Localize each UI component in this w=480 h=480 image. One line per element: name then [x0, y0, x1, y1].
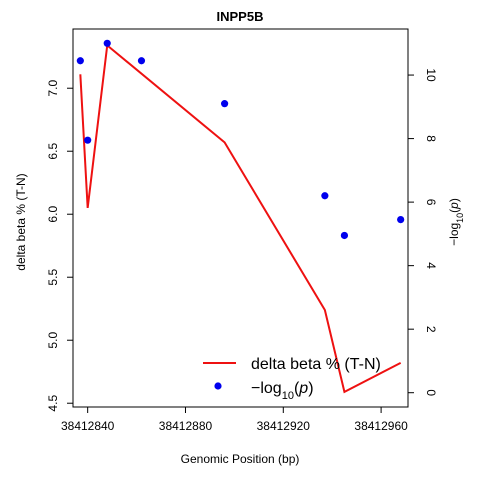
left-y-axis-title: delta beta % (T-N) — [14, 173, 28, 270]
pvalue-point — [103, 39, 111, 47]
left-y-axis-tick-label: 7.0 — [46, 80, 60, 97]
right-y-axis-tick-label: 2 — [424, 326, 438, 333]
right-y-axis-tick-label: 4 — [424, 262, 438, 269]
legend-point-swatch — [214, 382, 222, 390]
pvalue-point — [76, 57, 84, 65]
x-axis-tick-label: 38412920 — [257, 419, 311, 433]
legend-label-delta-beta: delta beta % (T-N) — [251, 356, 381, 373]
pvalue-point — [321, 192, 329, 200]
left-y-axis-tick-label: 6.5 — [46, 143, 60, 160]
left-y-axis-tick-label: 6.0 — [46, 206, 60, 223]
right-y-axis-tick-label: 10 — [424, 68, 438, 82]
pvalue-point — [340, 231, 349, 240]
right-y-axis-tick-label: 0 — [424, 389, 438, 396]
right-y-axis-tick-label: 8 — [424, 135, 438, 142]
legend-label-neg-log10-p: −log10(p) — [251, 380, 314, 402]
pvalue-point — [137, 57, 146, 65]
left-y-axis-tick-label: 5.5 — [46, 269, 60, 286]
plot-frame — [72, 28, 409, 408]
x-axis-title: Genomic Position (bp) — [181, 452, 300, 466]
x-axis-tick-label: 38412840 — [61, 419, 115, 433]
pvalue-point — [397, 215, 405, 224]
right-y-axis-tick-label: 6 — [424, 199, 438, 206]
left-y-axis-tick-label: 4.5 — [46, 395, 60, 412]
pvalue-point — [84, 136, 92, 144]
chart-title: INPP5B — [217, 9, 264, 24]
right-y-axis-title: −log10(p) — [447, 198, 465, 246]
x-axis-tick-label: 38412880 — [159, 419, 213, 433]
left-y-axis-tick-label: 5.0 — [46, 332, 60, 349]
chart-legend: delta beta % (T-N) −log10(p) — [203, 356, 381, 402]
delta-beta-line — [79, 43, 402, 394]
pvalue-point — [221, 100, 229, 108]
x-axis-tick-label: 38412960 — [354, 419, 408, 433]
